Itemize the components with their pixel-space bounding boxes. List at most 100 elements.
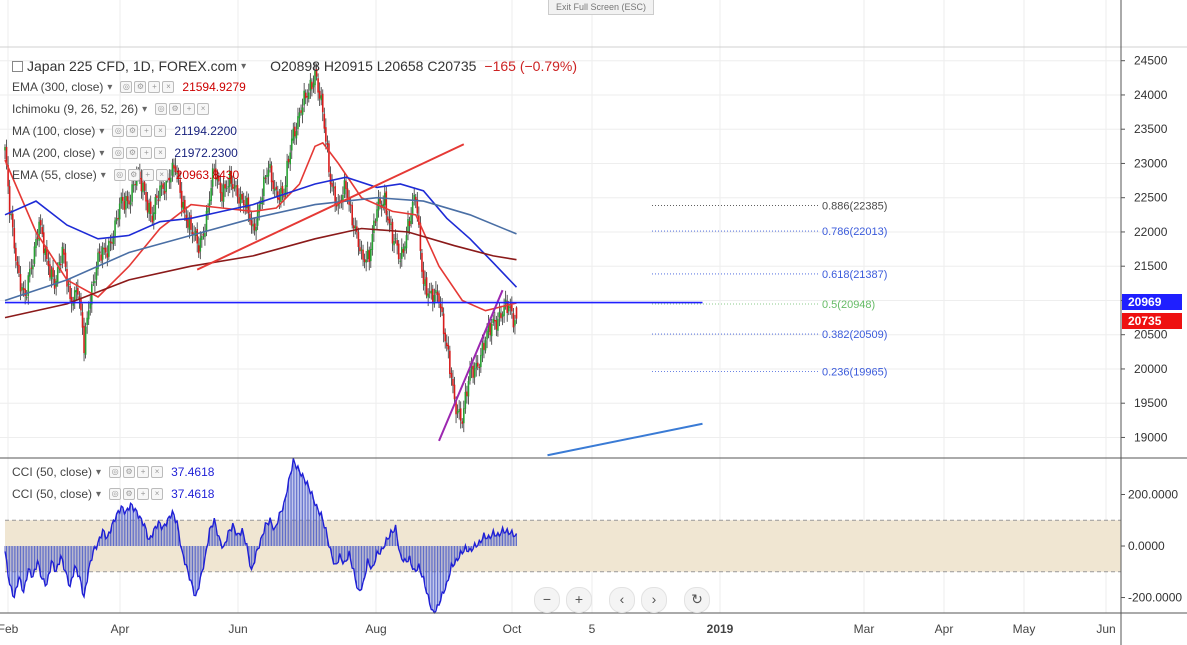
candle-body	[145, 192, 147, 202]
moving-average-line[interactable]	[4, 176, 518, 288]
settings-icon[interactable]: ⚙	[169, 103, 182, 115]
cci-pane[interactable]	[4, 458, 1121, 615]
indicator-name[interactable]: CCI (50, close)	[12, 465, 93, 479]
indicator-name[interactable]: CCI (50, close)	[12, 487, 93, 501]
chevron-down-icon[interactable]: ▾	[99, 125, 105, 137]
indicator-name[interactable]: MA (200, close)	[12, 146, 96, 160]
candle-body	[385, 191, 388, 215]
add-icon[interactable]: +	[148, 81, 161, 93]
chevron-down-icon[interactable]: ▾	[96, 488, 102, 500]
trend-line[interactable]	[438, 289, 504, 442]
chevron-down-icon[interactable]: ▾	[96, 466, 102, 478]
candle	[396, 233, 398, 255]
add-icon[interactable]: +	[137, 488, 150, 500]
close-icon[interactable]: ×	[154, 125, 167, 137]
trend-line[interactable]	[547, 422, 703, 457]
moving-average-line[interactable]	[4, 196, 517, 302]
moving-average-line[interactable]	[4, 227, 517, 319]
candle-body	[442, 313, 445, 335]
candle-body	[323, 113, 326, 129]
candle	[218, 172, 220, 185]
candle-body	[326, 142, 329, 145]
candle	[145, 183, 147, 211]
cci-legend[interactable]: CCI (50, close) ▾ ◎ ⚙ + × 37.4618	[12, 465, 214, 479]
add-icon[interactable]: +	[183, 103, 196, 115]
candle-body	[498, 311, 501, 318]
settings-icon[interactable]: ⚙	[123, 488, 136, 500]
chevron-down-icon[interactable]: ▾	[107, 81, 113, 93]
visibility-icon[interactable]: ◎	[112, 147, 125, 159]
candle-body	[277, 191, 279, 200]
exit-full-screen-button[interactable]: Exit Full Screen (ESC)	[548, 0, 654, 15]
price-pane[interactable]: 0.886(22385) 0.786(22013) 0.618(21387) 0.5(…	[4, 62, 887, 457]
close-icon[interactable]: ×	[151, 466, 164, 478]
settings-icon[interactable]: ⚙	[127, 169, 140, 181]
candle	[35, 230, 37, 257]
candle-body	[238, 197, 240, 204]
moving-average-line[interactable]	[4, 141, 517, 312]
settings-icon[interactable]: ⚙	[126, 125, 139, 137]
candle	[377, 190, 380, 218]
indicator-name[interactable]: MA (100, close)	[12, 124, 96, 138]
fib-level-label: 0.236(19965)	[822, 366, 887, 378]
candle	[277, 185, 279, 204]
chevron-down-icon[interactable]: ▾	[142, 103, 148, 115]
candle-body	[253, 223, 256, 231]
indicator-legend[interactable]: EMA (55, close) ▾ ◎ ⚙ + × 20963.8430	[12, 168, 239, 182]
visibility-icon[interactable]: ◎	[112, 125, 125, 137]
zoom-out-button[interactable]: −	[534, 587, 560, 613]
indicator-legend[interactable]: Ichimoku (9, 26, 52, 26) ▾ ◎ ⚙ + ×	[12, 102, 217, 116]
candle-body	[132, 184, 135, 186]
candle	[500, 305, 502, 322]
symbol-name[interactable]: Japan 225 CFD, 1D, FOREX.com	[27, 58, 238, 74]
scroll-left-button[interactable]: ‹	[609, 587, 635, 613]
candle	[397, 240, 400, 265]
add-icon[interactable]: +	[140, 125, 153, 137]
add-icon[interactable]: +	[137, 466, 150, 478]
indicator-name[interactable]: Ichimoku (9, 26, 52, 26)	[12, 102, 139, 116]
candle	[295, 122, 298, 145]
indicator-name[interactable]: EMA (55, close)	[12, 168, 97, 182]
indicator-legend[interactable]: MA (100, close) ▾ ◎ ⚙ + × 21194.2200	[12, 124, 237, 138]
close-icon[interactable]: ×	[162, 81, 175, 93]
add-icon[interactable]: +	[140, 147, 153, 159]
cci-line[interactable]	[4, 458, 518, 615]
close-icon[interactable]: ×	[154, 147, 167, 159]
collapse-icon[interactable]	[12, 60, 23, 72]
candle	[25, 290, 28, 301]
candle	[168, 169, 171, 189]
add-icon[interactable]: +	[141, 169, 154, 181]
visibility-icon[interactable]: ◎	[113, 169, 126, 181]
zoom-in-button[interactable]: +	[566, 587, 592, 613]
chevron-down-icon[interactable]: ▾	[100, 169, 106, 181]
candle-body	[335, 205, 338, 207]
candle-body	[399, 260, 402, 262]
chevron-down-icon[interactable]: ▾	[241, 60, 247, 72]
visibility-icon[interactable]: ◎	[155, 103, 168, 115]
indicator-name[interactable]: EMA (300, close)	[12, 80, 104, 94]
chevron-down-icon[interactable]: ▾	[99, 147, 105, 159]
candle	[483, 336, 485, 359]
indicator-legend[interactable]: EMA (300, close) ▾ ◎ ⚙ + × 21594.9279	[12, 80, 246, 94]
candle	[363, 253, 366, 269]
candle-body	[78, 296, 81, 300]
settings-icon[interactable]: ⚙	[134, 81, 147, 93]
visibility-icon[interactable]: ◎	[120, 81, 133, 93]
visibility-icon[interactable]: ◎	[109, 488, 122, 500]
candle	[120, 192, 123, 209]
indicator-legend[interactable]: MA (200, close) ▾ ◎ ⚙ + × 21972.2300	[12, 146, 238, 160]
close-icon[interactable]: ×	[197, 103, 210, 115]
scroll-right-button[interactable]: ›	[641, 587, 667, 613]
cci-legend[interactable]: CCI (50, close) ▾ ◎ ⚙ + × 37.4618	[12, 487, 214, 501]
settings-icon[interactable]: ⚙	[126, 147, 139, 159]
settings-icon[interactable]: ⚙	[123, 466, 136, 478]
reset-chart-button[interactable]: ↻	[684, 587, 710, 613]
close-icon[interactable]: ×	[151, 488, 164, 500]
candle	[7, 156, 9, 195]
visibility-icon[interactable]: ◎	[109, 466, 122, 478]
trend-line[interactable]	[196, 143, 465, 271]
candle	[432, 284, 434, 312]
candle-body	[61, 246, 64, 264]
close-icon[interactable]: ×	[155, 169, 168, 181]
